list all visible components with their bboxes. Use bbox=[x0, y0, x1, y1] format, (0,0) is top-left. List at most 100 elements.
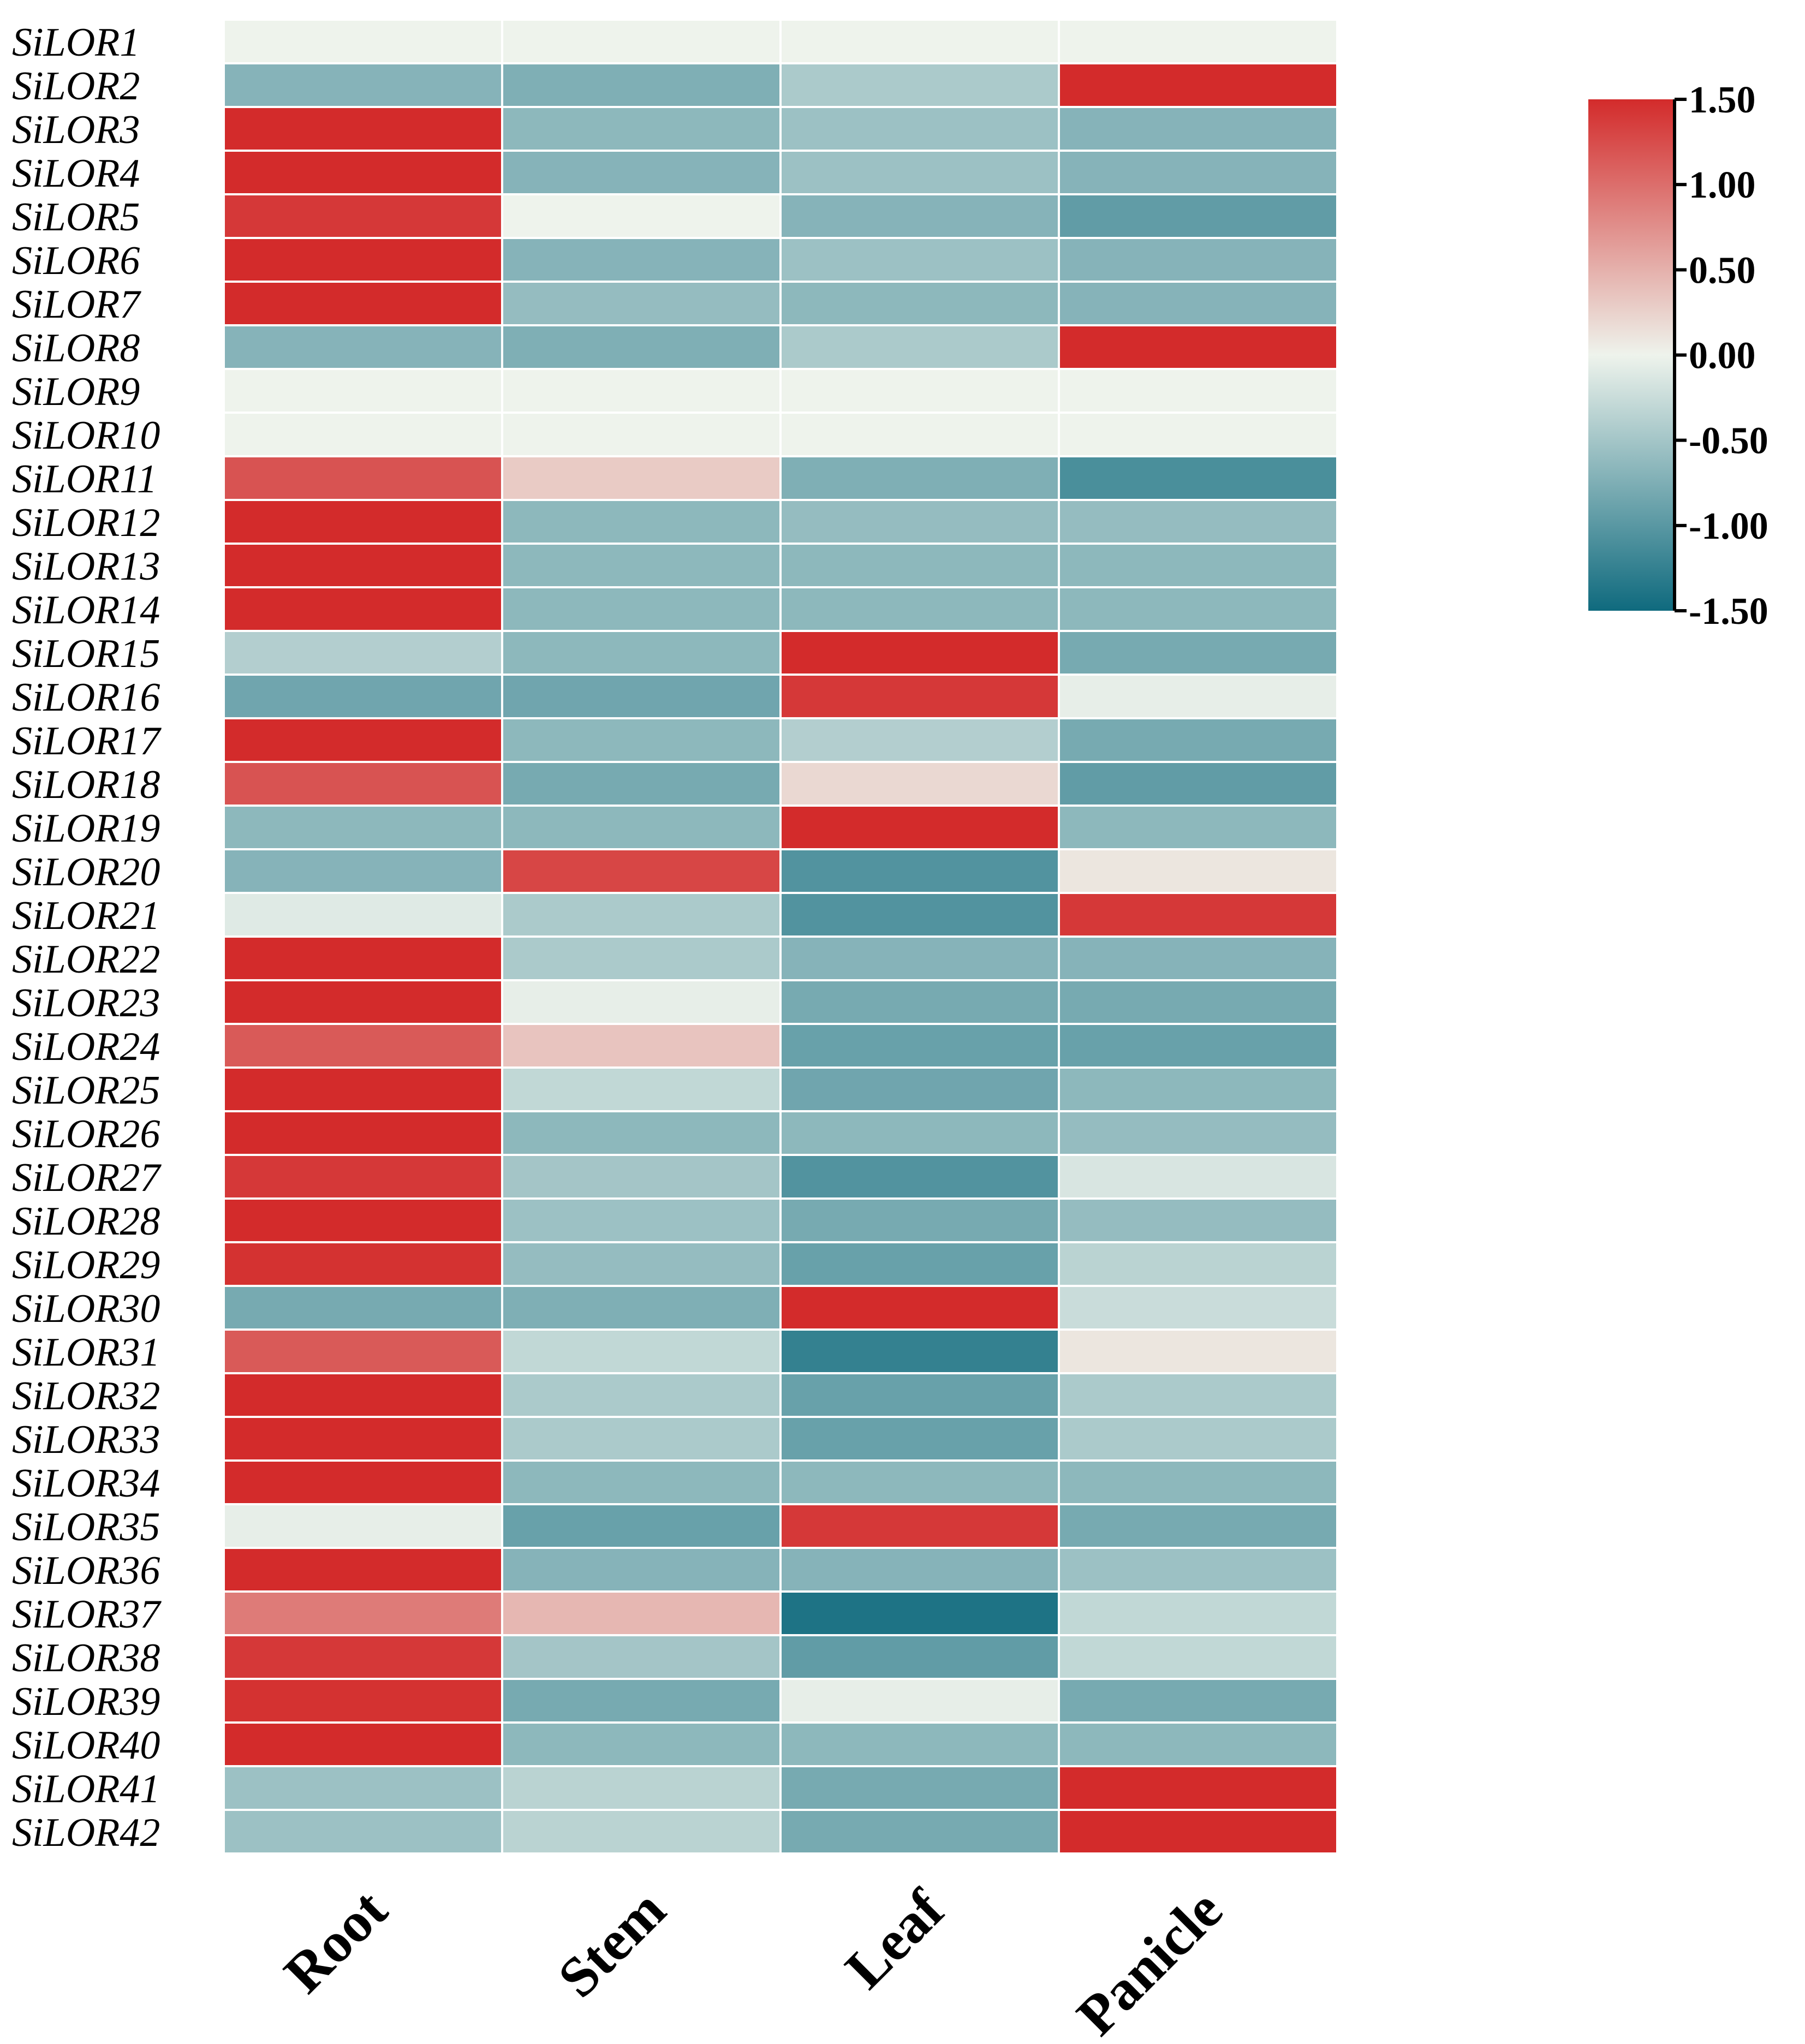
heatmap-cell-SiLOR32-Root bbox=[223, 1372, 503, 1418]
colorbar-tick-label: -1.50 bbox=[1689, 591, 1768, 633]
heatmap-cell-SiLOR11-Stem bbox=[501, 455, 782, 501]
heatmap-cell-SiLOR38-Leaf bbox=[779, 1634, 1060, 1680]
heatmap-cell-SiLOR10-Leaf bbox=[779, 412, 1060, 457]
heatmap-cell-SiLOR24-Root bbox=[223, 1023, 503, 1069]
heatmap-cell-SiLOR24-Panicle bbox=[1058, 1023, 1338, 1069]
heatmap-cell-SiLOR4-Panicle bbox=[1058, 150, 1338, 195]
heatmap-cell-SiLOR4-Leaf bbox=[779, 150, 1060, 195]
colorbar-tick-label: 0.50 bbox=[1689, 249, 1756, 291]
heatmap-cell-SiLOR19-Leaf bbox=[779, 805, 1060, 850]
heatmap-cell-SiLOR26-Leaf bbox=[779, 1110, 1060, 1156]
heatmap-cell-SiLOR23-Stem bbox=[501, 979, 782, 1025]
colorbar-tick-label: -0.50 bbox=[1689, 420, 1768, 462]
heatmap-cells bbox=[223, 19, 1338, 1855]
heatmap-cell-SiLOR7-Stem bbox=[501, 281, 782, 326]
heatmap-cell-SiLOR31-Panicle bbox=[1058, 1328, 1338, 1374]
heatmap-cell-SiLOR35-Panicle bbox=[1058, 1503, 1338, 1549]
heatmap-cell-SiLOR9-Root bbox=[223, 368, 503, 414]
heatmap-cell-SiLOR24-Leaf bbox=[779, 1023, 1060, 1069]
row-label-SiLOR27: SiLOR27 bbox=[12, 1155, 162, 1200]
heatmap-cell-SiLOR1-Leaf bbox=[779, 19, 1060, 64]
heatmap-cell-SiLOR35-Leaf bbox=[779, 1503, 1060, 1549]
row-label-SiLOR21: SiLOR21 bbox=[12, 893, 160, 938]
heatmap-cell-SiLOR42-Stem bbox=[501, 1809, 782, 1855]
heatmap-cell-SiLOR25-Panicle bbox=[1058, 1066, 1338, 1112]
row-label-SiLOR40: SiLOR40 bbox=[12, 1723, 160, 1768]
heatmap-cell-SiLOR13-Stem bbox=[501, 543, 782, 588]
heatmap-cell-SiLOR29-Stem bbox=[501, 1241, 782, 1287]
heatmap-cell-SiLOR7-Panicle bbox=[1058, 281, 1338, 326]
heatmap-cell-SiLOR38-Panicle bbox=[1058, 1634, 1338, 1680]
row-labels: SiLOR1SiLOR2SiLOR3SiLOR4SiLOR5SiLOR6SiLO… bbox=[12, 20, 162, 1855]
heatmap-cell-SiLOR40-Leaf bbox=[779, 1721, 1060, 1767]
heatmap-cell-SiLOR33-Root bbox=[223, 1416, 503, 1462]
heatmap-cell-SiLOR14-Root bbox=[223, 586, 503, 632]
row-label-SiLOR28: SiLOR28 bbox=[12, 1199, 160, 1244]
heatmap-cell-SiLOR27-Panicle bbox=[1058, 1154, 1338, 1200]
heatmap-cell-SiLOR25-Root bbox=[223, 1066, 503, 1112]
heatmap-cell-SiLOR37-Leaf bbox=[779, 1590, 1060, 1636]
heatmap-cell-SiLOR42-Panicle bbox=[1058, 1809, 1338, 1855]
heatmap-cell-SiLOR40-Stem bbox=[501, 1721, 782, 1767]
heatmap-cell-SiLOR26-Panicle bbox=[1058, 1110, 1338, 1156]
heatmap-cell-SiLOR22-Stem bbox=[501, 935, 782, 981]
row-label-SiLOR39: SiLOR39 bbox=[12, 1679, 160, 1724]
heatmap-cell-SiLOR16-Stem bbox=[501, 674, 782, 719]
row-label-SiLOR33: SiLOR33 bbox=[12, 1417, 160, 1462]
heatmap-cell-SiLOR28-Leaf bbox=[779, 1197, 1060, 1243]
row-label-SiLOR22: SiLOR22 bbox=[12, 937, 160, 982]
column-labels: Root Stem Leaf Panicle bbox=[272, 1878, 1234, 2044]
heatmap-cell-SiLOR39-Stem bbox=[501, 1678, 782, 1724]
heatmap-cell-SiLOR1-Stem bbox=[501, 19, 782, 64]
heatmap-cell-SiLOR30-Panicle bbox=[1058, 1285, 1338, 1331]
colorbar: 1.50 1.00 0.50 0.00 -0.50 -1.00 -1.50 bbox=[1588, 79, 1768, 633]
heatmap-cell-SiLOR25-Stem bbox=[501, 1066, 782, 1112]
row-label-SiLOR9: SiLOR9 bbox=[12, 370, 140, 414]
row-label-SiLOR15: SiLOR15 bbox=[12, 631, 160, 676]
row-label-SiLOR35: SiLOR35 bbox=[12, 1505, 160, 1550]
heatmap-cell-SiLOR32-Stem bbox=[501, 1372, 782, 1418]
colorbar-gradient bbox=[1588, 99, 1675, 611]
heatmap-cell-SiLOR12-Leaf bbox=[779, 499, 1060, 545]
heatmap-cell-SiLOR35-Root bbox=[223, 1503, 503, 1549]
heatmap-cell-SiLOR19-Panicle bbox=[1058, 805, 1338, 850]
heatmap-cell-SiLOR41-Stem bbox=[501, 1765, 782, 1811]
heatmap-cell-SiLOR6-Leaf bbox=[779, 237, 1060, 283]
row-label-SiLOR7: SiLOR7 bbox=[12, 282, 141, 327]
heatmap-cell-SiLOR21-Panicle bbox=[1058, 892, 1338, 938]
heatmap-cell-SiLOR10-Stem bbox=[501, 412, 782, 457]
row-label-SiLOR17: SiLOR17 bbox=[12, 719, 162, 764]
heatmap-cell-SiLOR15-Stem bbox=[501, 630, 782, 676]
row-label-SiLOR11: SiLOR11 bbox=[12, 457, 157, 502]
heatmap-cell-SiLOR16-Leaf bbox=[779, 674, 1060, 719]
row-label-SiLOR19: SiLOR19 bbox=[12, 806, 160, 851]
row-label-SiLOR4: SiLOR4 bbox=[12, 151, 140, 196]
heatmap-cell-SiLOR20-Root bbox=[223, 848, 503, 894]
heatmap-cell-SiLOR30-Root bbox=[223, 1285, 503, 1331]
heatmap-cell-SiLOR19-Stem bbox=[501, 805, 782, 850]
heatmap-cell-SiLOR26-Root bbox=[223, 1110, 503, 1156]
heatmap-cell-SiLOR42-Leaf bbox=[779, 1809, 1060, 1855]
heatmap-cell-SiLOR41-Root bbox=[223, 1765, 503, 1811]
heatmap-cell-SiLOR15-Panicle bbox=[1058, 630, 1338, 676]
heatmap-cell-SiLOR12-Stem bbox=[501, 499, 782, 545]
heatmap-cell-SiLOR9-Stem bbox=[501, 368, 782, 414]
row-label-SiLOR36: SiLOR36 bbox=[12, 1548, 160, 1593]
row-label-SiLOR38: SiLOR38 bbox=[12, 1636, 160, 1681]
heatmap-cell-SiLOR15-Root bbox=[223, 630, 503, 676]
heatmap-cell-SiLOR9-Leaf bbox=[779, 368, 1060, 414]
heatmap-cell-SiLOR3-Panicle bbox=[1058, 106, 1338, 152]
heatmap-cell-SiLOR30-Leaf bbox=[779, 1285, 1060, 1331]
row-label-SiLOR30: SiLOR30 bbox=[12, 1286, 160, 1331]
heatmap-cell-SiLOR11-Root bbox=[223, 455, 503, 501]
row-label-SiLOR13: SiLOR13 bbox=[12, 544, 160, 589]
heatmap-cell-SiLOR6-Root bbox=[223, 237, 503, 283]
heatmap-cell-SiLOR26-Stem bbox=[501, 1110, 782, 1156]
heatmap-cell-SiLOR23-Root bbox=[223, 979, 503, 1025]
heatmap-cell-SiLOR1-Root bbox=[223, 19, 503, 64]
heatmap-cell-SiLOR33-Stem bbox=[501, 1416, 782, 1462]
heatmap-cell-SiLOR22-Leaf bbox=[779, 935, 1060, 981]
heatmap-cell-SiLOR14-Panicle bbox=[1058, 586, 1338, 632]
heatmap-cell-SiLOR37-Stem bbox=[501, 1590, 782, 1636]
